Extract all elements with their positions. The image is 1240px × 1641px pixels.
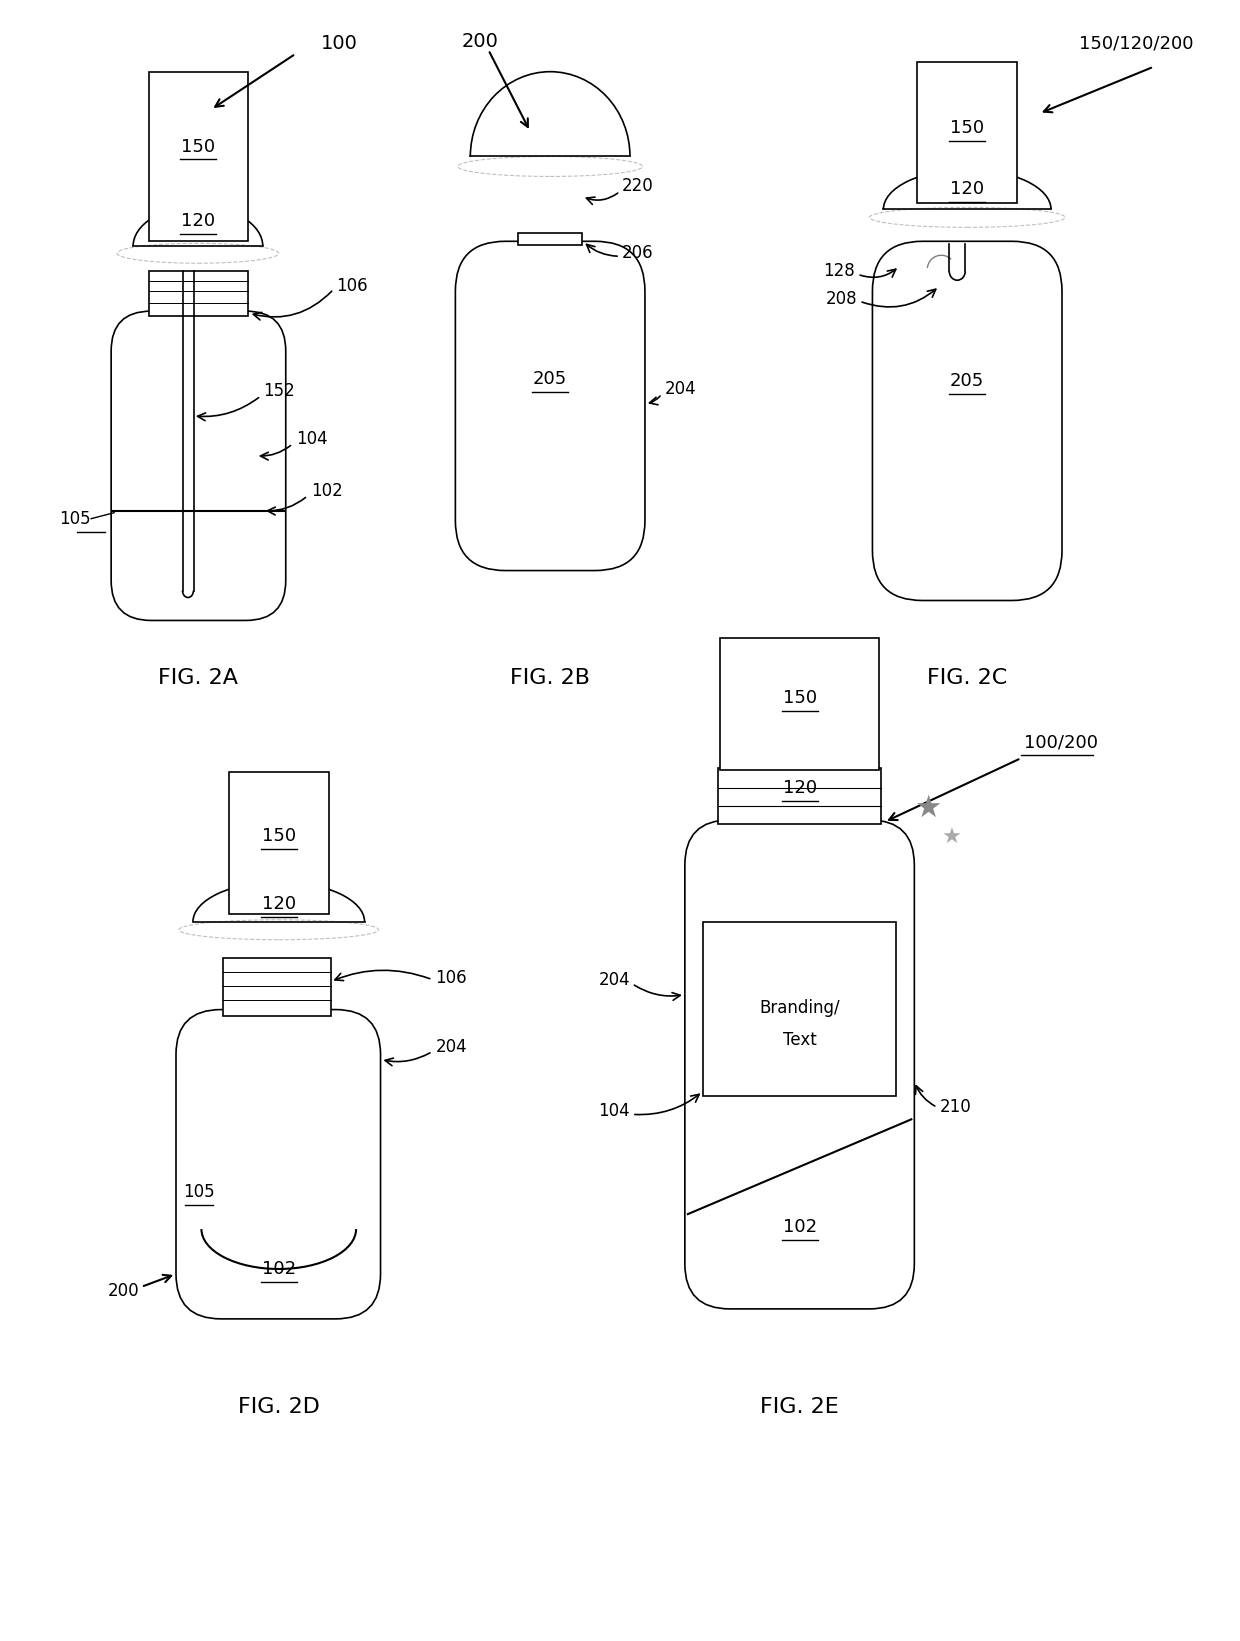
- Text: 150: 150: [262, 827, 296, 845]
- Text: 106: 106: [435, 968, 467, 986]
- Text: 100: 100: [321, 34, 357, 53]
- Text: 104: 104: [295, 430, 327, 448]
- FancyBboxPatch shape: [455, 241, 645, 571]
- Text: 105: 105: [184, 1183, 215, 1201]
- Text: FIG. 2E: FIG. 2E: [760, 1396, 839, 1416]
- Text: FIG. 2B: FIG. 2B: [510, 668, 590, 688]
- Text: 120: 120: [262, 894, 296, 912]
- Text: ★: ★: [914, 794, 941, 822]
- Text: 105: 105: [60, 510, 92, 528]
- Text: FIG. 2A: FIG. 2A: [157, 668, 238, 688]
- Text: 200: 200: [108, 1282, 139, 1300]
- FancyBboxPatch shape: [873, 241, 1061, 601]
- Text: 220: 220: [622, 177, 653, 195]
- Bar: [719, 638, 879, 770]
- FancyBboxPatch shape: [112, 312, 285, 620]
- Bar: [149, 72, 248, 241]
- Bar: [918, 62, 1017, 203]
- Bar: [518, 233, 582, 245]
- Text: 150: 150: [181, 138, 215, 156]
- Text: 104: 104: [599, 1103, 630, 1121]
- Text: 205: 205: [950, 373, 985, 391]
- Text: 102: 102: [311, 482, 342, 501]
- Text: 204: 204: [599, 970, 630, 988]
- Text: 150: 150: [950, 118, 985, 136]
- Text: 208: 208: [826, 290, 858, 309]
- Text: 150: 150: [782, 689, 817, 707]
- Bar: [149, 271, 248, 317]
- Text: 120: 120: [181, 212, 215, 230]
- Bar: [718, 768, 882, 824]
- Text: FIG. 2C: FIG. 2C: [928, 668, 1007, 688]
- Text: ★: ★: [941, 829, 961, 848]
- Text: 106: 106: [336, 277, 367, 295]
- Text: 128: 128: [822, 263, 854, 281]
- Text: 204: 204: [665, 381, 697, 399]
- Text: 204: 204: [435, 1039, 467, 1057]
- Bar: [703, 922, 897, 1096]
- Text: FIG. 2D: FIG. 2D: [238, 1396, 320, 1416]
- Text: 100/200: 100/200: [1024, 734, 1099, 752]
- Text: 152: 152: [263, 382, 295, 400]
- Text: 205: 205: [533, 369, 567, 387]
- Text: 120: 120: [950, 181, 985, 199]
- Text: 210: 210: [939, 1098, 971, 1116]
- Bar: [229, 773, 329, 914]
- Text: 206: 206: [622, 245, 653, 263]
- Bar: [223, 958, 331, 1016]
- Text: 102: 102: [262, 1260, 296, 1278]
- Text: 102: 102: [782, 1218, 817, 1236]
- Text: 200: 200: [461, 33, 498, 51]
- FancyBboxPatch shape: [684, 820, 914, 1310]
- Text: 150/120/200: 150/120/200: [1079, 34, 1194, 53]
- Text: Text: Text: [782, 1031, 816, 1049]
- Text: Branding/: Branding/: [759, 999, 839, 1016]
- Text: 120: 120: [782, 779, 817, 798]
- FancyBboxPatch shape: [176, 1009, 381, 1319]
